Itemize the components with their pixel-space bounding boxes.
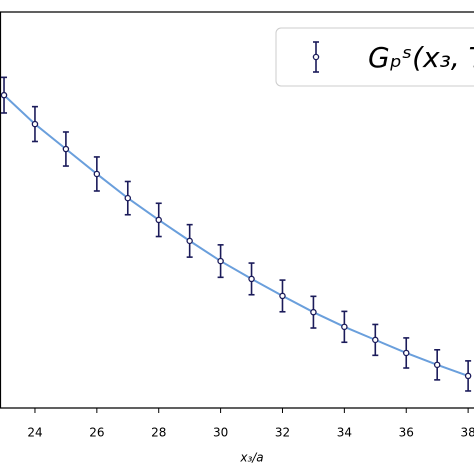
point [62,145,70,153]
point [279,292,286,300]
point [217,257,224,265]
legend-label: Gₚˢ(x₃, T [368,41,474,74]
point [464,372,472,380]
x-tick-label: 38 [460,426,474,440]
x-tick-label: 30 [213,426,228,440]
point [372,336,379,344]
point [402,349,410,357]
x-tick-label: 36 [399,426,414,440]
point [186,237,193,245]
x-tick-label: 26 [89,426,104,440]
x-tick-label: 32 [275,426,290,440]
legend-marker [312,53,320,61]
point [0,91,8,99]
x-axis-label: x₃/a [239,451,263,465]
x-tick-label: 34 [337,426,352,440]
x-tick-label: 28 [151,426,166,440]
point [310,308,317,316]
point [93,170,101,178]
point [155,216,162,224]
legend-box [275,27,474,87]
point [433,361,441,369]
point [248,275,255,283]
point [124,194,132,202]
point [31,120,39,128]
point [341,323,348,331]
x-tick-label: 24 [27,426,42,440]
fit-line [3,94,469,377]
